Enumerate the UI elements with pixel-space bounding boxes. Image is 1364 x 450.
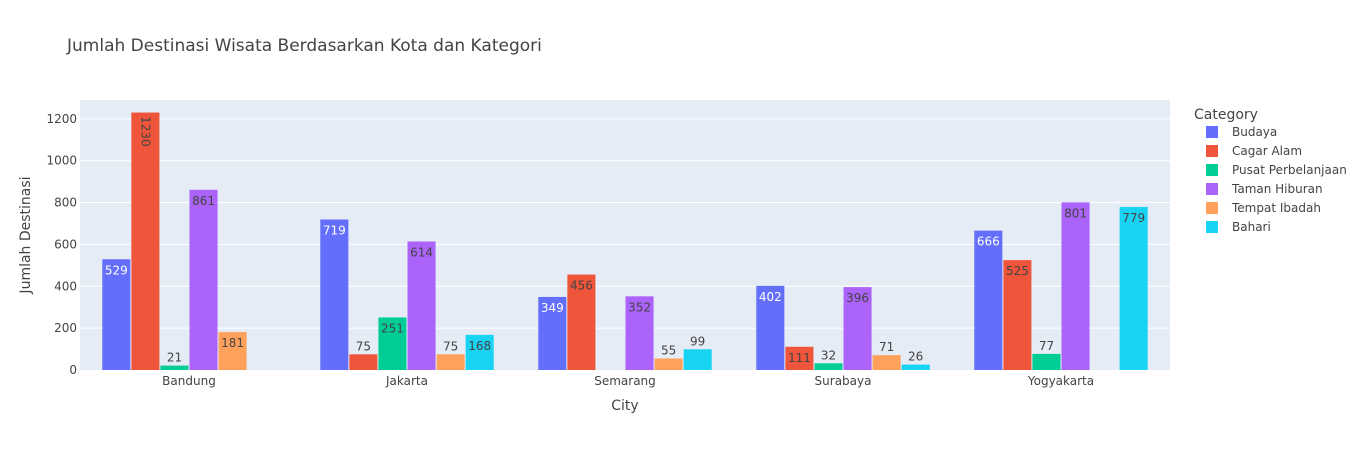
y-tick-label: 400 xyxy=(54,279,77,293)
bar-value-label: 525 xyxy=(1006,264,1029,278)
bar xyxy=(654,358,683,370)
bar xyxy=(436,354,465,370)
bar-value-label: 801 xyxy=(1064,206,1087,220)
bar xyxy=(567,274,596,370)
bars xyxy=(102,112,1148,370)
bar xyxy=(756,285,785,370)
bar-value-label: 32 xyxy=(821,348,836,362)
legend-item-label[interactable]: Budaya xyxy=(1232,125,1277,139)
legend-item-label[interactable]: Cagar Alam xyxy=(1232,144,1302,158)
x-tick-label: Yogyakarta xyxy=(1027,374,1094,388)
bar xyxy=(538,296,567,370)
bar-value-label: 402 xyxy=(759,290,782,304)
y-tick-label: 200 xyxy=(54,321,77,335)
bar-value-label: 99 xyxy=(690,334,705,348)
y-tick-label: 1000 xyxy=(46,154,77,168)
chart-title: Jumlah Destinasi Wisata Berdasarkan Kota… xyxy=(66,36,542,56)
bar-value-label: 77 xyxy=(1039,339,1054,353)
bar xyxy=(683,349,712,370)
bar-value-label: 168 xyxy=(468,339,491,353)
bar xyxy=(1061,202,1090,370)
legend-item-label[interactable]: Bahari xyxy=(1232,220,1271,234)
bar-value-label: 75 xyxy=(356,339,371,353)
y-tick-label: 1200 xyxy=(46,112,77,126)
bar xyxy=(785,346,814,370)
bar-value-label: 779 xyxy=(1122,211,1145,225)
bar xyxy=(407,241,436,370)
gridlines xyxy=(80,118,1170,329)
legend-swatch[interactable] xyxy=(1206,164,1218,176)
bar xyxy=(218,332,247,370)
bar-value-label: 719 xyxy=(323,224,346,238)
bar-value-label: 21 xyxy=(167,351,182,365)
bar-value-label: 71 xyxy=(879,340,894,354)
bar-value-label: 26 xyxy=(908,350,923,364)
y-tick-labels: 0 200 400 600 800 1000 1200 xyxy=(46,112,77,377)
y-tick-label: 800 xyxy=(54,196,77,210)
legend-swatch[interactable] xyxy=(1206,202,1218,214)
legend-swatch[interactable] xyxy=(1206,221,1218,233)
bar xyxy=(1003,260,1032,370)
legend-swatch[interactable] xyxy=(1206,145,1218,157)
x-tick-label: Bandung xyxy=(162,374,216,388)
bar xyxy=(349,354,378,370)
bar xyxy=(465,334,494,370)
bar-value-label: 529 xyxy=(105,263,128,277)
y-tick-label: 600 xyxy=(54,237,77,251)
bar-value-label: 55 xyxy=(661,343,676,357)
bar xyxy=(189,189,218,370)
bar-value-label: 861 xyxy=(192,194,215,208)
legend-swatch[interactable] xyxy=(1206,183,1218,195)
bar xyxy=(974,230,1003,370)
legend: Category Budaya Cagar Alam Pusat Perbelanj… xyxy=(1194,107,1347,234)
legend-title: Category xyxy=(1194,107,1258,123)
bar-value-label: 396 xyxy=(846,291,869,305)
bar-value-label: 75 xyxy=(443,339,458,353)
bar-value-label: 349 xyxy=(541,301,564,315)
bar xyxy=(102,259,131,370)
y-tick-label: 0 xyxy=(69,363,77,377)
bar xyxy=(814,363,843,370)
bar xyxy=(131,112,160,370)
bar xyxy=(320,219,349,370)
x-tick-label: Surabaya xyxy=(815,374,872,388)
bar xyxy=(1032,353,1061,370)
y-axis-title: Jumlah Destinasi xyxy=(18,176,34,294)
bar-value-label: 251 xyxy=(381,321,404,335)
bar-value-label: 352 xyxy=(628,300,651,314)
bar-value-label: 111 xyxy=(788,351,811,365)
x-tick-labels: Bandung Jakarta Semarang Surabaya Yogyakarta xyxy=(162,374,1094,388)
bar xyxy=(1119,206,1148,370)
bar-value-label: 1230 xyxy=(138,116,152,147)
bar xyxy=(378,317,407,370)
x-tick-label: Jakarta xyxy=(385,374,428,388)
bar xyxy=(625,296,654,370)
bar xyxy=(872,355,901,370)
bar xyxy=(160,365,189,370)
x-tick-label: Semarang xyxy=(594,374,656,388)
legend-item-label[interactable]: Pusat Perbelanjaan xyxy=(1232,163,1347,177)
x-axis-title: City xyxy=(611,398,638,414)
bar-labels: 529 1230 21 861 181 719 75 251 614 75 168 349 456 352… xyxy=(105,116,1145,365)
bar xyxy=(901,364,930,370)
bar xyxy=(843,287,872,370)
bar-value-label: 456 xyxy=(570,279,593,293)
legend-swatch[interactable] xyxy=(1206,126,1218,138)
bar-value-label: 181 xyxy=(221,336,244,350)
bar-value-label: 614 xyxy=(410,245,433,259)
legend-item-label[interactable]: Taman Hiburan xyxy=(1231,182,1323,196)
legend-item-label[interactable]: Tempat Ibadah xyxy=(1231,201,1321,215)
bar-value-label: 666 xyxy=(977,235,1000,249)
